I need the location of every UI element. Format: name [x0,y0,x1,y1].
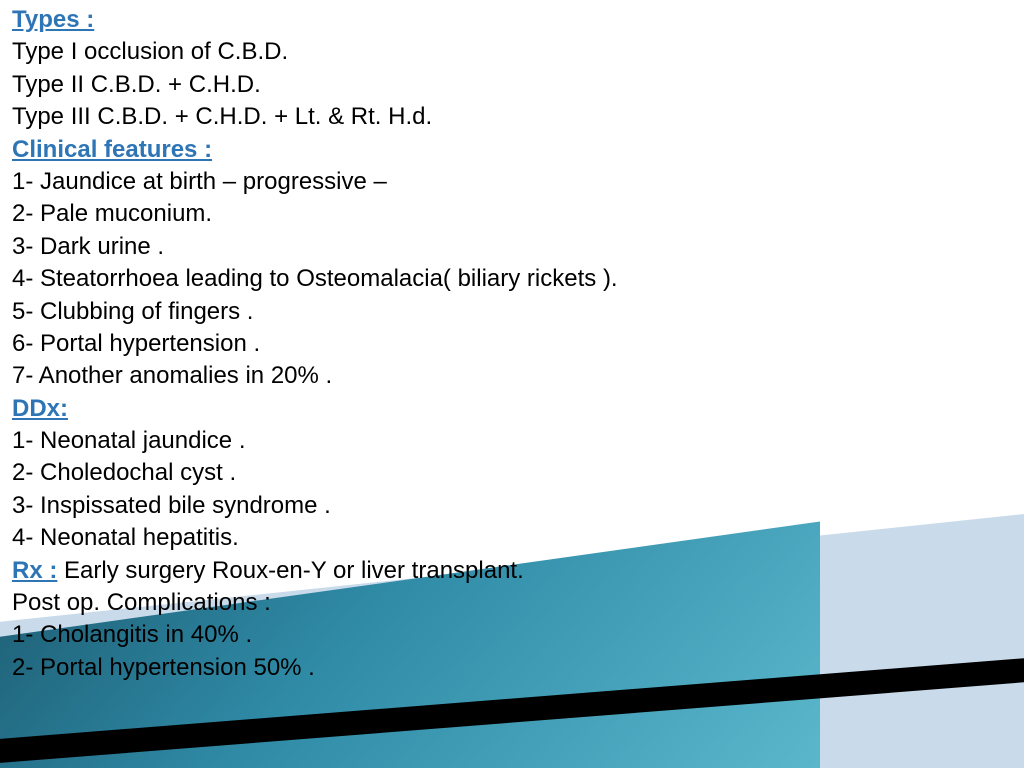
ddx-line: 2- Choledochal cyst . [12,457,1004,489]
heading-ddx: DDx: [12,393,1004,425]
heading-types: Types : [12,4,1004,36]
clinical-line: 6- Portal hypertension . [12,328,1004,360]
heading-clinical: Clinical features : [12,134,1004,166]
postop-heading: Post op. Complications : [12,587,1004,619]
rx-text: Early surgery Roux-en-Y or liver transpl… [57,557,523,584]
heading-rx: Rx : [12,557,57,584]
types-line: Type II C.B.D. + C.H.D. [12,69,1004,101]
slide: Types : Type I occlusion of C.B.D. Type … [0,0,1024,768]
postop-line: 2- Portal hypertension 50% . [12,652,1004,684]
slide-content: Types : Type I occlusion of C.B.D. Type … [12,4,1004,684]
ddx-line: 1- Neonatal jaundice . [12,425,1004,457]
types-line: Type III C.B.D. + C.H.D. + Lt. & Rt. H.d… [12,101,1004,133]
clinical-line: 5- Clubbing of fingers . [12,296,1004,328]
clinical-line: 4- Steatorrhoea leading to Osteomalacia(… [12,263,1004,295]
postop-line: 1- Cholangitis in 40% . [12,619,1004,651]
ddx-line: 4- Neonatal hepatitis. [12,522,1004,554]
ddx-line: 3- Inspissated bile syndrome . [12,490,1004,522]
clinical-line: 3- Dark urine . [12,231,1004,263]
clinical-line: 7- Another anomalies in 20% . [12,360,1004,392]
types-line: Type I occlusion of C.B.D. [12,36,1004,68]
clinical-line: 2- Pale muconium. [12,198,1004,230]
clinical-line: 1- Jaundice at birth – progressive – [12,166,1004,198]
rx-line: Rx : Early surgery Roux-en-Y or liver tr… [12,555,1004,587]
